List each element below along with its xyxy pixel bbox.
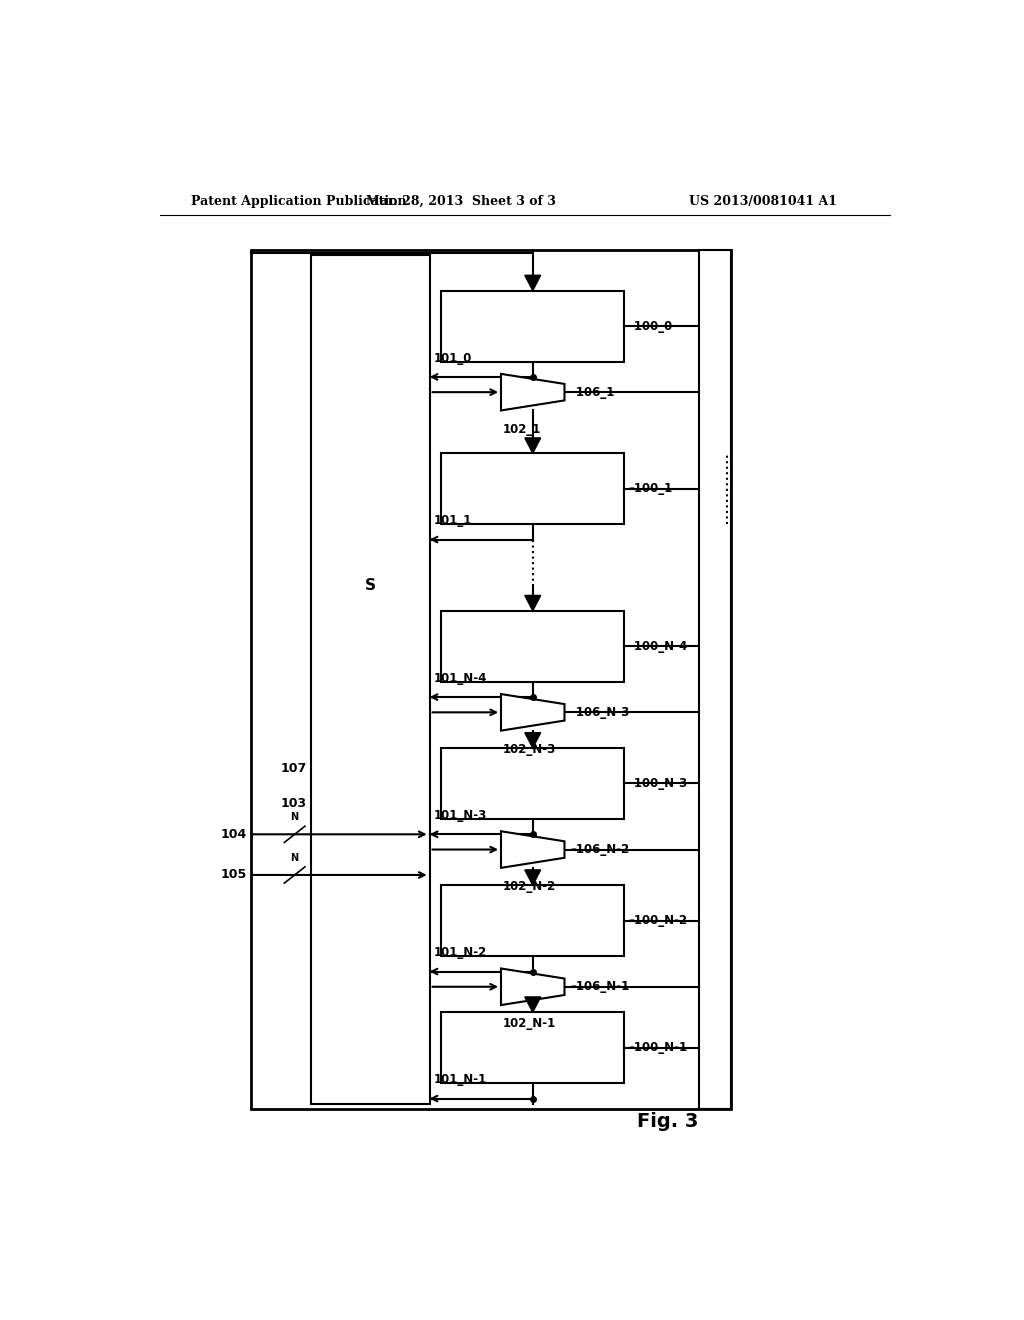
- Text: 102_N-1: 102_N-1: [503, 1018, 556, 1030]
- Polygon shape: [524, 276, 541, 290]
- FancyBboxPatch shape: [699, 249, 731, 1109]
- Text: 101_N-3: 101_N-3: [433, 809, 486, 822]
- FancyBboxPatch shape: [441, 453, 624, 524]
- Polygon shape: [524, 438, 541, 453]
- Polygon shape: [524, 997, 541, 1012]
- Polygon shape: [501, 694, 564, 731]
- Polygon shape: [501, 969, 564, 1005]
- Text: –100_N-3: –100_N-3: [628, 777, 687, 789]
- FancyBboxPatch shape: [251, 249, 731, 1109]
- Text: 102_N-2: 102_N-2: [503, 880, 556, 894]
- Text: 101_N-4: 101_N-4: [433, 672, 486, 685]
- FancyBboxPatch shape: [441, 290, 624, 362]
- Text: 101_0: 101_0: [433, 351, 472, 364]
- Text: N: N: [291, 853, 299, 863]
- Text: –106_N-1: –106_N-1: [570, 981, 630, 993]
- Text: 101_N-1: 101_N-1: [433, 1073, 486, 1086]
- Text: 103: 103: [281, 797, 306, 810]
- Text: 105: 105: [221, 869, 247, 882]
- Text: 102_N-3: 102_N-3: [503, 743, 556, 756]
- Text: Patent Application Publication: Patent Application Publication: [191, 194, 407, 207]
- Text: 101_1: 101_1: [433, 515, 472, 528]
- Text: US 2013/0081041 A1: US 2013/0081041 A1: [689, 194, 837, 207]
- Text: –100_1: –100_1: [628, 482, 672, 495]
- FancyBboxPatch shape: [441, 1012, 624, 1084]
- Text: Fig. 3: Fig. 3: [637, 1113, 698, 1131]
- Text: Mar. 28, 2013  Sheet 3 of 3: Mar. 28, 2013 Sheet 3 of 3: [367, 194, 556, 207]
- Text: –106_1: –106_1: [570, 385, 615, 399]
- Text: 107: 107: [281, 762, 306, 775]
- FancyBboxPatch shape: [441, 886, 624, 956]
- Text: 104: 104: [221, 828, 247, 841]
- Text: –106_N-2: –106_N-2: [570, 843, 630, 857]
- FancyBboxPatch shape: [441, 611, 624, 682]
- Text: –100_N-4: –100_N-4: [628, 640, 687, 653]
- Polygon shape: [501, 832, 564, 867]
- Polygon shape: [501, 374, 564, 411]
- Polygon shape: [524, 595, 541, 611]
- Text: 102_1: 102_1: [503, 422, 541, 436]
- Text: –106_N-3: –106_N-3: [570, 706, 630, 719]
- FancyBboxPatch shape: [441, 748, 624, 818]
- Polygon shape: [524, 870, 541, 886]
- Text: –100_0: –100_0: [628, 319, 672, 333]
- Text: –100_N-2: –100_N-2: [628, 915, 687, 927]
- FancyBboxPatch shape: [310, 255, 430, 1104]
- Text: N: N: [291, 812, 299, 822]
- Text: S: S: [365, 578, 376, 593]
- Polygon shape: [524, 733, 541, 748]
- Text: –100_N-1: –100_N-1: [628, 1041, 687, 1055]
- Text: 101_N-2: 101_N-2: [433, 946, 486, 960]
